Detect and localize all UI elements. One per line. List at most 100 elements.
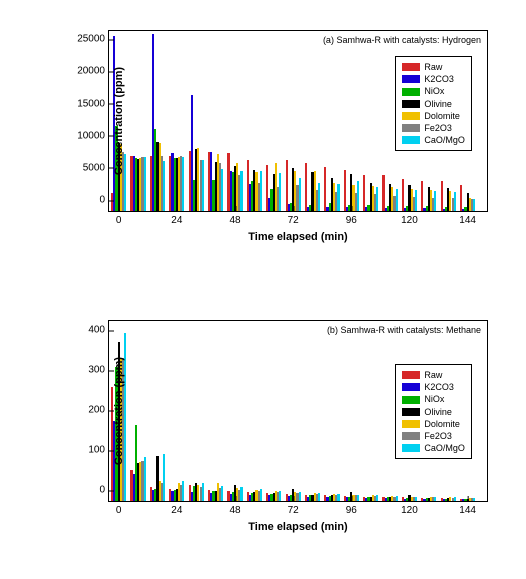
legend-label: CaO/MgO [424,442,465,454]
legend-swatch [402,408,420,416]
bar [415,190,417,211]
bar [376,187,378,211]
legend-swatch [402,432,420,440]
bar [441,181,443,211]
legend-label: Dolomite [424,418,460,430]
bar [221,486,223,501]
bar [337,184,339,211]
legend-label: K2CO3 [424,381,454,393]
legend-swatch [402,100,420,108]
legend-a: RawK2CO3NiOxOlivineDolomiteFe2O3CaO/MgO [395,56,472,151]
xtick: 96 [346,501,357,516]
bar [318,493,320,501]
plot-area-b: (b) Samhwa-R with catalysts: Methane 010… [108,320,488,502]
chart-methane: (b) Samhwa-R with catalysts: Methane 010… [58,310,498,540]
legend-row: Raw [402,369,465,381]
xlabel-b: Time elapsed (min) [248,521,347,533]
legend-label: Fe2O3 [424,122,452,134]
bar [240,487,242,501]
legend-row: Raw [402,61,465,73]
legend-swatch [402,112,420,120]
xtick: 96 [346,211,357,226]
legend-label: Olivine [424,98,452,110]
bar [299,178,301,211]
legend-label: CaO/MgO [424,134,465,146]
ytick: 10000 [77,130,109,141]
legend-swatch [402,396,420,404]
xtick: 72 [288,211,299,226]
xtick: 120 [401,211,418,226]
bar [163,161,165,211]
legend-label: Raw [424,369,442,381]
legend-row: Fe2O3 [402,430,465,442]
xtick: 48 [229,211,240,226]
xlabel-a: Time elapsed (min) [248,231,347,243]
legend-swatch [402,420,420,428]
legend-swatch [402,136,420,144]
bar [260,489,262,501]
legend-row: Dolomite [402,110,465,122]
xtick: 120 [401,501,418,516]
legend-label: Raw [424,61,442,73]
bar [240,171,242,211]
bar [357,181,359,211]
bar [202,483,204,501]
legend-swatch [402,371,420,379]
legend-row: NiOx [402,393,465,405]
figure-page: (a) Samhwa-R with catalysts: Hydrogen 05… [0,0,526,579]
ytick: 0 [99,195,109,206]
bar [324,167,326,211]
xtick: 0 [116,211,122,226]
legend-swatch [402,63,420,71]
chart-hydrogen: (a) Samhwa-R with catalysts: Hydrogen 05… [58,20,498,250]
bar [305,163,307,211]
bar [144,457,146,501]
legend-label: K2CO3 [424,73,454,85]
legend-swatch [402,124,420,132]
bar [396,189,398,212]
legend-row: K2CO3 [402,381,465,393]
legend-row: CaO/MgO [402,442,465,454]
legend-label: NiOx [424,85,444,97]
ytick: 400 [88,325,109,336]
bar [434,191,436,211]
ytick: 0 [99,485,109,496]
bar [376,495,378,501]
legend-row: Olivine [402,406,465,418]
ylabel-a: Concentration (ppm) [113,67,125,175]
bar [221,169,223,211]
bar [382,175,384,211]
legend-swatch [402,383,420,391]
ylabel-b: Concentration (ppm) [113,357,125,465]
bar [318,183,320,211]
legend-swatch [402,444,420,452]
bar [460,185,462,211]
bar [473,199,475,211]
ytick: 300 [88,365,109,376]
legend-label: Fe2O3 [424,430,452,442]
xtick: 24 [171,501,182,516]
xtick: 144 [459,501,476,516]
bar [182,157,184,211]
bar [182,481,184,501]
bar [344,170,346,211]
bar [421,181,423,211]
bar [396,496,398,501]
legend-row: Dolomite [402,418,465,430]
ytick: 15000 [77,98,109,109]
ytick: 20000 [77,66,109,77]
bar [454,192,456,211]
bar [402,179,404,211]
bar [357,495,359,501]
legend-label: Dolomite [424,110,460,122]
legend-swatch [402,88,420,96]
bar [454,497,456,501]
bar [434,497,436,501]
legend-row: CaO/MgO [402,134,465,146]
legend-label: Olivine [424,406,452,418]
ytick: 25000 [77,34,109,45]
legend-row: K2CO3 [402,73,465,85]
bar [363,175,365,211]
ytick: 100 [88,445,109,456]
legend-label: NiOx [424,393,444,405]
